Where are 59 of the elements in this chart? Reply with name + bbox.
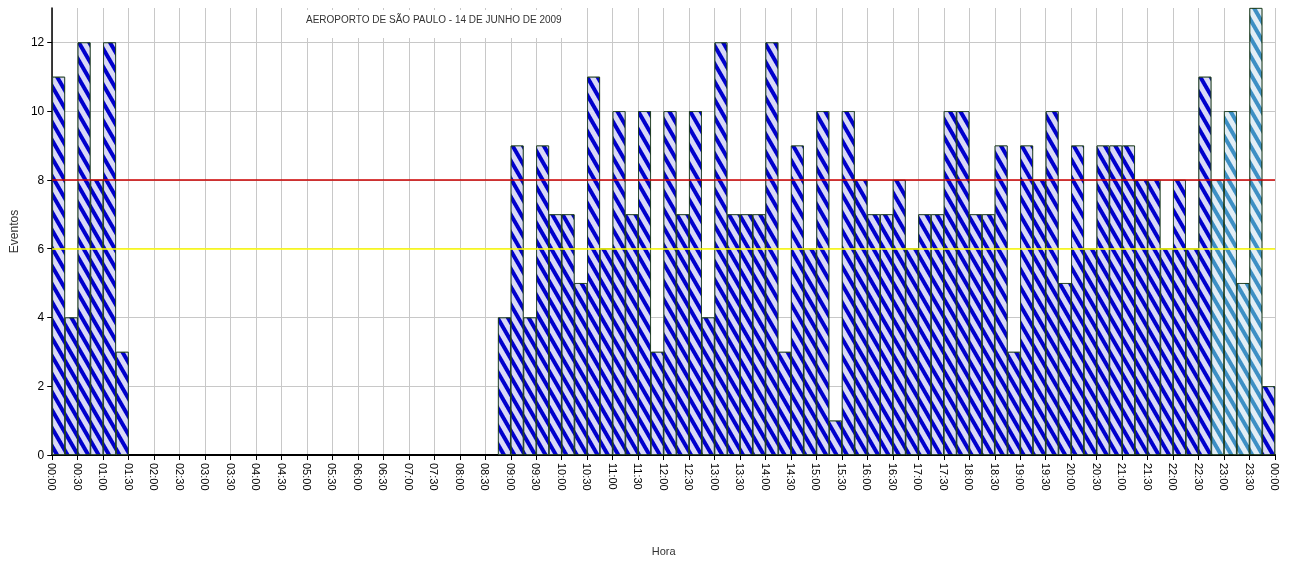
x-tick-label: 01:00 (97, 463, 110, 491)
x-tick-label: 10:00 (555, 463, 568, 491)
x-tick-label: 06:30 (377, 463, 390, 491)
x-tick-label: 21:30 (1141, 463, 1154, 491)
x-tick-label: 05:00 (300, 463, 313, 491)
x-tick-label: 14:30 (784, 463, 797, 491)
x-tick-label: 08:00 (453, 463, 466, 491)
x-tick-label: 11:30 (632, 463, 645, 490)
x-tick-label: 10:30 (581, 463, 594, 491)
x-tick-label: 03:00 (199, 463, 212, 491)
x-tick-label: 14:00 (759, 463, 772, 491)
x-tick-label: 12:30 (683, 463, 696, 491)
x-tick-label: 07:30 (428, 463, 441, 491)
x-tick-label: 02:00 (148, 463, 161, 491)
x-tick-label: 15:00 (810, 463, 823, 491)
x-tick-label: 09:30 (530, 463, 543, 491)
y-tick-label: 4 (37, 310, 45, 325)
x-tick-label: 17:30 (937, 463, 950, 491)
x-tick-label: 20:30 (1090, 463, 1103, 491)
x-tick-label: 00:30 (71, 463, 84, 491)
x-tick-label: 22:30 (1192, 463, 1205, 491)
x-tick-label: 19:30 (1039, 463, 1052, 491)
y-tick-label: 8 (37, 172, 45, 187)
x-tick-label: 13:00 (708, 463, 721, 491)
y-tick-label: 0 (37, 448, 45, 462)
x-tick-label: 04:00 (250, 463, 263, 491)
text: AEROPORTO DE SÃO PAULO - 14 DE JUNHO DE 2009 (306, 12, 563, 25)
x-tick-label: 00:00 (1269, 463, 1281, 491)
x-tick-label: 06:00 (351, 463, 364, 491)
x-tick-label: 00:00 (46, 463, 59, 491)
x-tick-label: 23:30 (1243, 463, 1256, 491)
x-tick-label: 16:30 (886, 463, 899, 491)
y-tick-label: 6 (37, 241, 45, 256)
x-tick-label: 20:00 (1065, 463, 1078, 491)
x-tick-label: 12:00 (657, 463, 670, 491)
x-tick-label: 11:00 (606, 463, 619, 490)
x-tick-label: 18:00 (963, 463, 976, 491)
x-tick-label: 07:00 (402, 463, 415, 491)
x-tick-label: 08:30 (479, 463, 492, 491)
x-tick-label: 19:00 (1014, 463, 1027, 491)
x-tick-label: 22:00 (1167, 463, 1180, 491)
y-tick-label: 12 (30, 35, 45, 50)
x-tick-label: 21:00 (1116, 463, 1129, 491)
x-tick-label: 23:00 (1218, 463, 1231, 491)
x-tick-label: 03:30 (224, 463, 237, 491)
x-tick-label: 17:00 (912, 463, 925, 491)
y-tick-label: 2 (37, 379, 45, 394)
x-tick-label: 15:30 (835, 463, 848, 491)
x-tick-label: 01:30 (122, 463, 135, 491)
x-tick-label: 02:30 (173, 463, 186, 491)
x-axis-title: Hora (651, 544, 677, 557)
x-tick-label: 13:30 (734, 463, 747, 491)
x-tick-label: 05:30 (326, 463, 339, 491)
y-axis-title: Eventos (7, 209, 21, 254)
y-tick-label: 10 (30, 104, 45, 119)
x-tick-label: 09:00 (504, 463, 517, 491)
x-tick-label: 04:30 (275, 463, 288, 491)
x-tick-label: 16:00 (861, 463, 874, 491)
x-tick-label: 18:30 (988, 463, 1001, 491)
